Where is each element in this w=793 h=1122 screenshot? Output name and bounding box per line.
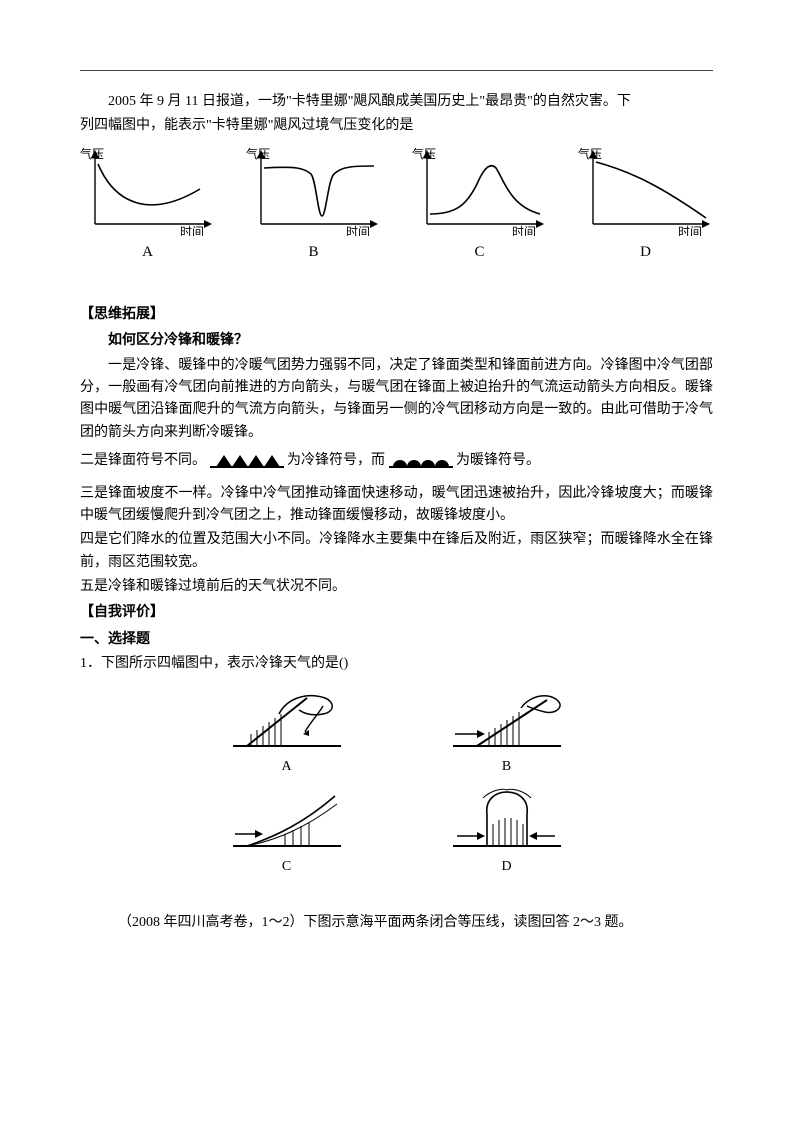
q1-text: 1．下图所示四幅图中，表示冷锋天气的是() — [80, 653, 713, 675]
chart-A-label: A — [142, 240, 153, 264]
chart-D: 气压 时间 D — [578, 144, 713, 264]
front-C-label: C — [282, 856, 291, 878]
cold-front-icon — [210, 453, 284, 469]
svg-text:气压: 气压 — [578, 146, 602, 161]
siwei-p1: 一是冷锋、暖锋中的冷暖气团势力强弱不同，决定了锋面类型和锋面前进方向。冷锋图中冷… — [80, 355, 713, 445]
svg-text:时间: 时间 — [346, 225, 370, 236]
front-C-svg — [227, 784, 347, 854]
svg-text:时间: 时间 — [512, 225, 536, 236]
chart-C-svg: 气压 时间 — [412, 144, 547, 236]
p2b: 为冷锋符号，而 — [287, 453, 385, 468]
siwei-p2: 二是锋面符号不同。 为冷锋符号，而 为暖锋符号。 — [80, 450, 713, 472]
siwei-p4: 四是它们降水的位置及范围大小不同。冷锋降水主要集中在锋后及附近，雨区狭窄；而暖锋… — [80, 529, 713, 574]
chart-D-svg: 气压 时间 — [578, 144, 713, 236]
siwei-title: 【思维拓展】 — [80, 304, 713, 326]
chart-D-label: D — [640, 240, 651, 264]
chart-A-svg: 气压 时间 — [80, 144, 215, 236]
chart-A: 气压 时间 A — [80, 144, 215, 264]
chart-B-svg: 气压 时间 — [246, 144, 381, 236]
front-A: A — [227, 684, 347, 778]
svg-text:气压: 气压 — [246, 146, 270, 161]
front-B-svg — [447, 684, 567, 754]
ziwo-title: 【自我评价】 — [80, 602, 713, 624]
top-rule — [80, 70, 713, 71]
front-D-svg — [447, 784, 567, 854]
front-A-svg — [227, 684, 347, 754]
warm-front-icon — [389, 453, 453, 469]
chart-C: 气压 时间 C — [412, 144, 547, 264]
front-A-label: A — [281, 756, 291, 778]
ziwo-sub: 一、选择题 — [80, 629, 713, 651]
y-axis-label: 气压 — [80, 146, 104, 161]
front-B-label: B — [502, 756, 511, 778]
front-C: C — [227, 784, 347, 878]
front-D-label: D — [501, 856, 511, 878]
front-figures: A B — [80, 684, 713, 885]
chart-B-label: B — [308, 240, 318, 264]
siwei-question: 如何区分冷锋和暖锋？ — [80, 330, 713, 352]
front-B: B — [447, 684, 567, 778]
intro-line1: 2005 年 9 月 11 日报道，一场"卡特里娜"飓风酿成美国历史上"最昂贵"… — [80, 91, 713, 113]
p2a: 二是锋面符号不同。 — [80, 453, 206, 468]
pressure-charts-row: 气压 时间 A 气压 时间 B 气压 时间 C — [80, 144, 713, 264]
siwei-p3: 三是锋面坡度不一样。冷锋中冷气团推动锋面快速移动，暖气团迅速被抬升，因此冷锋坡度… — [80, 483, 713, 528]
svg-text:气压: 气压 — [412, 146, 436, 161]
intro-line2: 列四幅图中，能表示"卡特里娜"飓风过境气压变化的是 — [80, 115, 713, 137]
p2c: 为暖锋符号。 — [456, 453, 540, 468]
x-axis-label: 时间 — [180, 225, 204, 236]
chart-B: 气压 时间 B — [246, 144, 381, 264]
siwei-p5: 五是冷锋和暖锋过境前后的天气状况不同。 — [80, 576, 713, 598]
front-D: D — [447, 784, 567, 878]
chart-C-label: C — [474, 240, 484, 264]
svg-text:时间: 时间 — [678, 225, 702, 236]
exam-note: （2008 年四川高考卷，1～2）下图示意海平面两条闭合等压线，读图回答 2～3… — [80, 912, 713, 934]
